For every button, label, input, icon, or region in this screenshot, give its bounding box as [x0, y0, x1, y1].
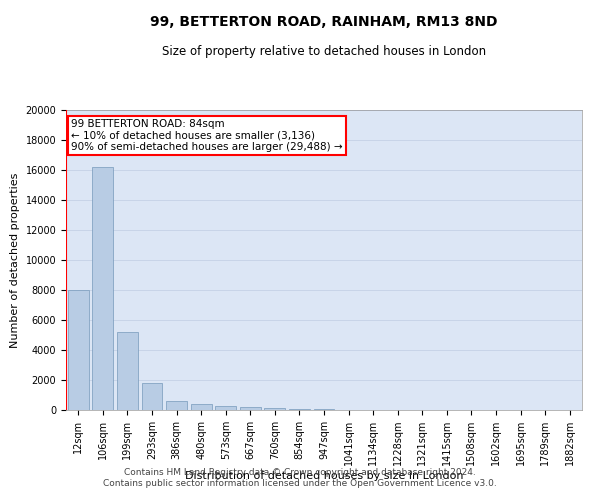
Bar: [215, 406, 236, 410]
Bar: [289, 408, 310, 410]
Bar: [191, 404, 212, 410]
Text: Size of property relative to detached houses in London: Size of property relative to detached ho…: [162, 45, 486, 58]
X-axis label: Distribution of detached houses by size in London: Distribution of detached houses by size …: [185, 471, 463, 481]
Bar: [166, 401, 187, 410]
Bar: [265, 408, 286, 410]
Text: 99, BETTERTON ROAD, RAINHAM, RM13 8ND: 99, BETTERTON ROAD, RAINHAM, RM13 8ND: [150, 15, 498, 29]
Bar: [240, 408, 261, 410]
Text: Contains HM Land Registry data © Crown copyright and database right 2024.
Contai: Contains HM Land Registry data © Crown c…: [103, 468, 497, 487]
Y-axis label: Number of detached properties: Number of detached properties: [10, 172, 20, 348]
Text: 99 BETTERTON ROAD: 84sqm
← 10% of detached houses are smaller (3,136)
90% of sem: 99 BETTERTON ROAD: 84sqm ← 10% of detach…: [71, 119, 343, 152]
Bar: [314, 409, 334, 410]
Bar: [142, 383, 163, 410]
Bar: [117, 332, 138, 410]
Bar: [92, 167, 113, 410]
Bar: [68, 290, 89, 410]
